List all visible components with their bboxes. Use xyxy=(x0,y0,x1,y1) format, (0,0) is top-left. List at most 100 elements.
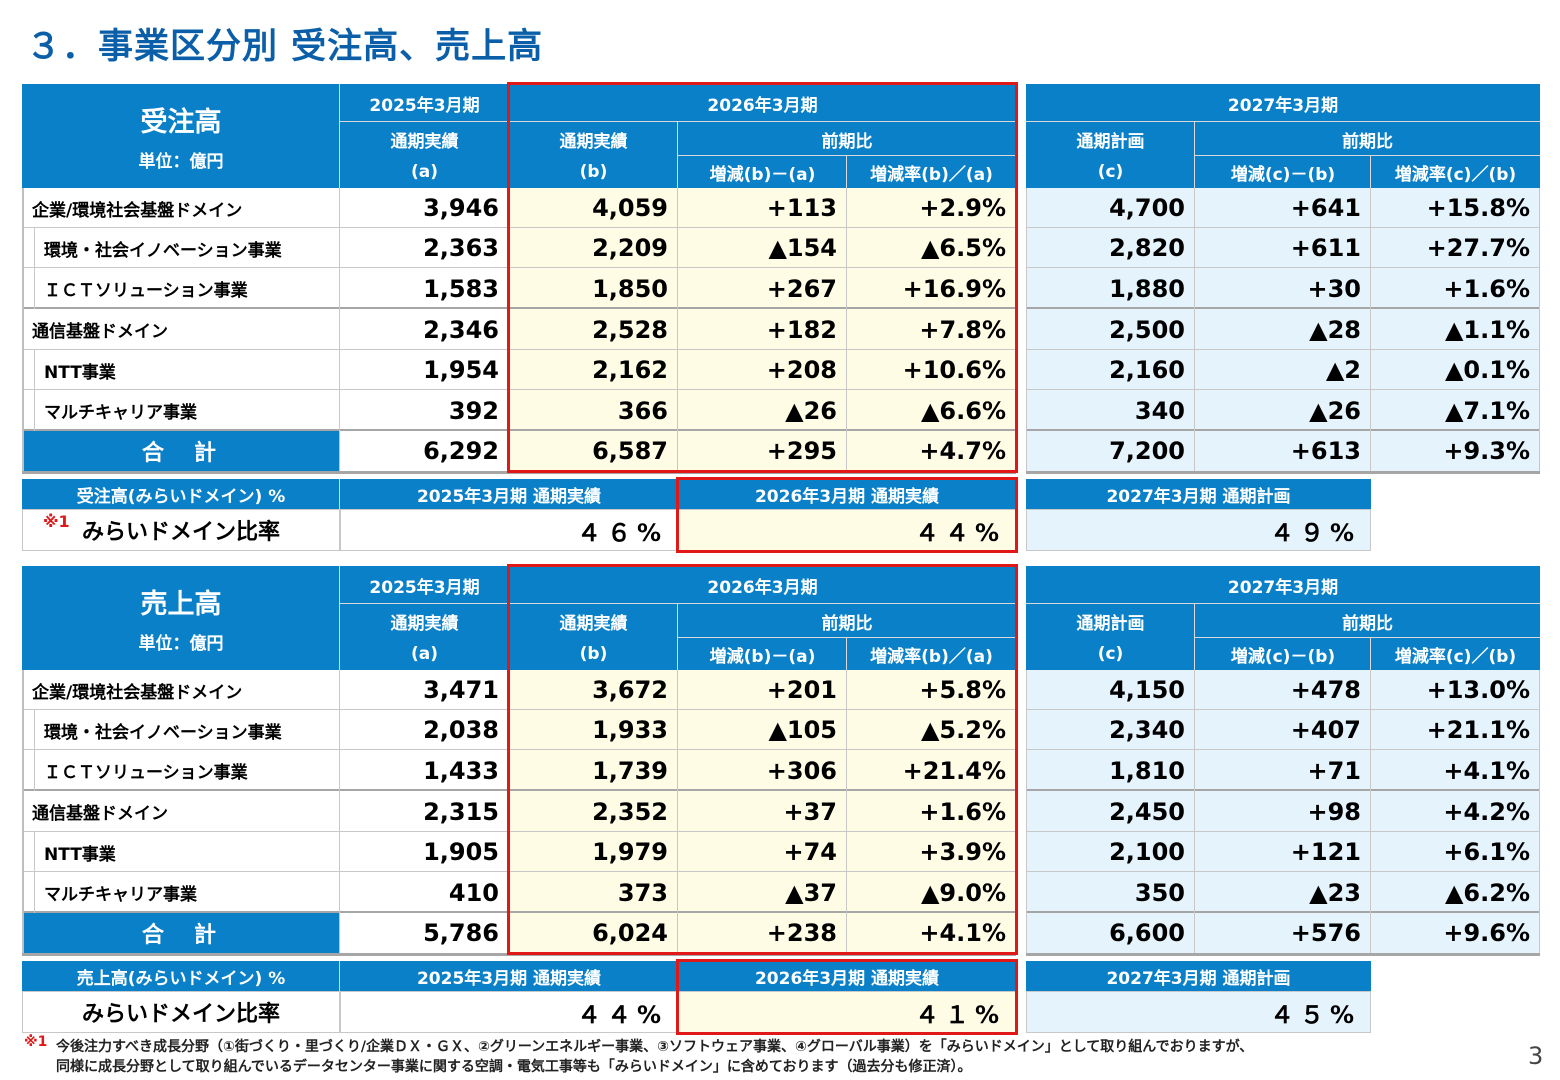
header-a: (a) xyxy=(340,638,509,670)
value-cell: 2,160 xyxy=(1026,350,1195,390)
page-number: 3 xyxy=(1528,1042,1544,1070)
header-rate-ba: 増減率(b)／(a) xyxy=(847,156,1016,188)
header-actual-b: 通期実績 xyxy=(509,604,678,638)
header-b: (b) xyxy=(509,156,678,188)
row-label: NTT事業 xyxy=(22,350,340,390)
value-cell: 1,979 xyxy=(509,832,678,872)
header-separator xyxy=(1194,604,1195,674)
indent-marker xyxy=(34,750,35,791)
value-cell: +3.9% xyxy=(847,832,1016,872)
value-cell: 4,700 xyxy=(1026,188,1195,228)
total-value-cell: +4.1% xyxy=(847,913,1016,953)
mirai-header-2025: 2025年3月期 通期実績 xyxy=(340,961,678,991)
header-yoy-2027: 前期比 xyxy=(1195,122,1540,156)
header-separator xyxy=(677,604,678,674)
table-bottom xyxy=(22,953,1016,956)
indent-marker xyxy=(34,350,35,390)
value-cell: +267 xyxy=(678,268,847,309)
value-cell: ▲26 xyxy=(678,390,847,431)
row-divider xyxy=(1026,871,1540,872)
header-fy2027: 2027年3月期 xyxy=(1026,566,1540,604)
column-divider xyxy=(846,188,847,471)
mirai-label: みらいドメイン比率 xyxy=(81,1002,280,1027)
value-cell: 2,340 xyxy=(1026,710,1195,750)
value-cell: +71 xyxy=(1195,750,1371,791)
row-divider xyxy=(22,709,1016,710)
sales-title-cell: 売上高 単位：億円 xyxy=(22,566,340,670)
value-cell: ▲37 xyxy=(678,872,847,913)
column-divider xyxy=(1026,670,1027,953)
value-cell: +74 xyxy=(678,832,847,872)
mirai-header: 受注高(みらいドメイン) % xyxy=(22,479,340,509)
value-cell: +4.2% xyxy=(1371,791,1540,832)
header-separator xyxy=(339,961,340,991)
indent-marker xyxy=(34,872,35,913)
table-bottom xyxy=(22,471,1016,474)
total-value-cell: +9.3% xyxy=(1371,431,1540,471)
mirai-value-2025: ４６% xyxy=(340,509,678,551)
total-divider xyxy=(1026,429,1540,432)
header-separator xyxy=(678,155,1016,156)
value-cell: ▲28 xyxy=(1195,309,1371,350)
header-separator xyxy=(508,566,509,670)
row-label: 環境・社会イノベーション事業 xyxy=(22,228,340,268)
value-cell: 410 xyxy=(340,872,509,913)
total-value-cell: 6,024 xyxy=(509,913,678,953)
value-cell: ▲6.5% xyxy=(847,228,1016,268)
mirai-note-mark: ※1 xyxy=(43,512,70,531)
header-separator xyxy=(508,84,509,188)
header-actual-a: 通期実績 xyxy=(340,604,509,638)
header-c: (c) xyxy=(1026,638,1195,670)
value-cell: +6.1% xyxy=(1371,832,1540,872)
total-value-cell: 6,292 xyxy=(340,431,509,471)
column-divider xyxy=(1015,188,1016,471)
header-actual-a: 通期実績 xyxy=(340,122,509,156)
value-cell: +15.8% xyxy=(1371,188,1540,228)
header-fy2026: 2026年3月期 xyxy=(509,84,1016,122)
row-label: 環境・社会イノベーション事業 xyxy=(22,710,340,750)
value-cell: 2,820 xyxy=(1026,228,1195,268)
header-fy2027: 2027年3月期 xyxy=(1026,84,1540,122)
row-label: ＩＣＴソリューション事業 xyxy=(22,268,340,309)
value-cell: +208 xyxy=(678,350,847,390)
header-separator xyxy=(1026,603,1540,604)
total-value-cell: +613 xyxy=(1195,431,1371,471)
value-cell: 366 xyxy=(509,390,678,431)
mirai-header-2027: 2027年3月期 通期計画 xyxy=(1026,479,1371,509)
header-diff-ba: 増減(b)－(a) xyxy=(678,156,847,188)
value-cell: 373 xyxy=(509,872,678,913)
total-value-cell: 6,587 xyxy=(509,431,678,471)
header-fy2025: 2025年3月期 xyxy=(340,84,509,122)
value-cell: 1,810 xyxy=(1026,750,1195,791)
header-separator xyxy=(678,637,1016,638)
row-divider xyxy=(1026,831,1540,832)
mirai-value-2027: ４５% xyxy=(1026,991,1371,1033)
total-value-cell: 5,786 xyxy=(340,913,509,953)
header-separator xyxy=(846,156,847,188)
value-cell: +478 xyxy=(1195,670,1371,710)
row-label: 通信基盤ドメイン xyxy=(22,309,340,350)
value-cell: +5.8% xyxy=(847,670,1016,710)
value-cell: +37 xyxy=(678,791,847,832)
column-divider xyxy=(677,188,678,471)
header-separator xyxy=(509,603,1016,604)
header-separator xyxy=(1026,121,1540,122)
value-cell: ▲7.1% xyxy=(1371,390,1540,431)
value-cell: +7.8% xyxy=(847,309,1016,350)
value-cell: 1,880 xyxy=(1026,268,1195,309)
value-cell: +611 xyxy=(1195,228,1371,268)
row-divider xyxy=(1026,389,1540,390)
total-label: 合 計 xyxy=(22,913,340,953)
value-cell: 2,500 xyxy=(1026,309,1195,350)
value-cell: 2,209 xyxy=(509,228,678,268)
mirai-header-2026: 2026年3月期 通期実績 xyxy=(678,961,1016,991)
header-separator xyxy=(1194,122,1195,192)
mirai-label: みらいドメイン比率 xyxy=(81,520,280,545)
value-cell: ▲154 xyxy=(678,228,847,268)
value-cell: +13.0% xyxy=(1371,670,1540,710)
value-cell: +16.9% xyxy=(847,268,1016,309)
row-divider xyxy=(1026,789,1540,792)
table-bottom xyxy=(1026,953,1540,956)
mirai-header-2027: 2027年3月期 通期計画 xyxy=(1026,961,1371,991)
value-cell: ▲1.1% xyxy=(1371,309,1540,350)
